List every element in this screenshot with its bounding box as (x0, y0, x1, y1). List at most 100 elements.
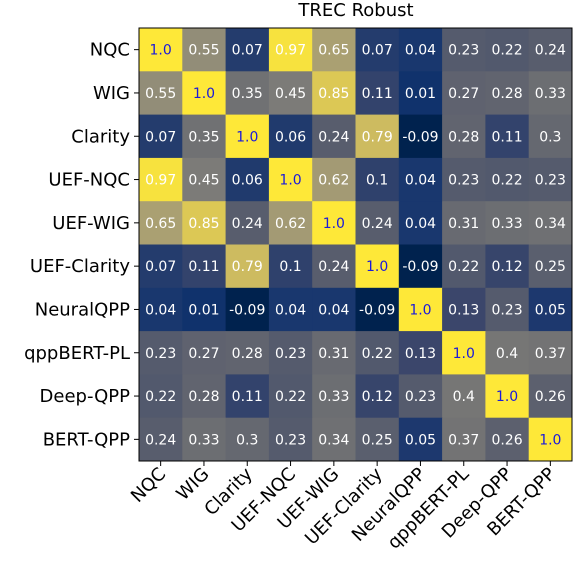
heatmap-cell (139, 331, 183, 375)
cell-value-label: 1.0 (409, 302, 431, 318)
heatmap-cell (442, 28, 486, 72)
cell-value-label: 0.23 (275, 346, 306, 362)
cell-value-label: 0.34 (318, 432, 349, 448)
heatmap-cell (182, 28, 227, 72)
heatmap-cell (442, 287, 486, 332)
cell-value-label: 0.23 (535, 173, 566, 189)
heatmap-cell (485, 201, 530, 245)
cell-value-label: 0.04 (318, 302, 349, 318)
heatmap-cell (355, 417, 400, 462)
heatmap-cell (268, 374, 313, 419)
cell-value-label: 0.55 (145, 86, 176, 102)
cell-value-label: 0.28 (448, 129, 479, 145)
cell-value-label: 0.33 (535, 86, 566, 102)
heatmap-cell (355, 114, 400, 159)
heatmap-cell-labels: 1.0 0.55 0.07 0.97 0.65 0.07 0.04 0.23 0.22 0.24 0… (145, 43, 566, 449)
heatmap-cell (182, 374, 227, 419)
heatmap-cell (225, 331, 270, 375)
heatmap-cell (528, 28, 573, 72)
cell-value-label: 0.62 (275, 216, 306, 232)
heatmap-cell (485, 287, 530, 332)
y-tick-label: UEF-WIG (52, 213, 130, 234)
cell-value-label: 0.79 (362, 129, 393, 145)
cell-value-label: 0.24 (318, 259, 349, 275)
cell-value-label: 0.13 (405, 346, 436, 362)
heatmap-cell (225, 417, 270, 462)
cell-value-label: 0.28 (232, 346, 263, 362)
cell-value-label: 0.37 (535, 346, 566, 362)
cell-value-label: 0.1 (366, 173, 388, 189)
heatmap-cell (442, 201, 486, 245)
chart-title: TREC Robust (297, 0, 413, 21)
cell-value-label: 0.23 (448, 173, 479, 189)
cell-value-label: 0.3 (539, 129, 561, 145)
heatmap-cell (442, 244, 486, 289)
cell-value-label: 0.4 (453, 389, 475, 405)
heatmap-cell (139, 417, 183, 462)
heatmap-cell (312, 287, 356, 332)
cell-value-label: 1.0 (193, 86, 215, 102)
cell-value-label: 0.26 (491, 432, 522, 448)
cell-value-label: 0.24 (362, 216, 393, 232)
heatmap-cell (528, 71, 573, 116)
cell-value-label: 0.65 (318, 43, 349, 59)
cell-value-label: 0.97 (145, 173, 176, 189)
heatmap-cell (182, 331, 227, 375)
heatmap-cell (312, 331, 356, 375)
heatmap-cell (268, 71, 313, 116)
heatmap-cell (268, 114, 313, 159)
y-tick-label: UEF-NQC (48, 170, 130, 191)
cell-value-label: 0.85 (318, 86, 349, 102)
y-tick-label: UEF-Clarity (30, 256, 130, 277)
cell-value-label: -0.09 (402, 129, 438, 145)
cell-value-label: 0.01 (405, 86, 436, 102)
heatmap-cell (398, 71, 443, 116)
heatmap-cell (485, 28, 530, 72)
cell-value-label: 0.22 (275, 389, 306, 405)
heatmap-cell (312, 201, 356, 245)
heatmap-cell (182, 244, 227, 289)
heatmap-cell (528, 201, 573, 245)
cell-value-label: 0.27 (188, 346, 219, 362)
cell-value-label: 0.04 (405, 216, 436, 232)
cell-value-label: 0.79 (232, 259, 263, 275)
heatmap-cell (312, 417, 356, 462)
heatmap-cell (312, 28, 356, 72)
cell-value-label: 0.35 (232, 86, 263, 102)
cell-value-label: 0.33 (318, 389, 349, 405)
cell-value-label: 0.06 (275, 129, 306, 145)
heatmap-cell (398, 244, 443, 289)
cell-value-label: 0.31 (318, 346, 349, 362)
heatmap-cell (225, 201, 270, 245)
cell-value-label: 0.11 (491, 129, 522, 145)
cell-value-label: 0.37 (448, 432, 479, 448)
heatmap-cell (485, 374, 530, 419)
cell-value-label: 0.28 (491, 86, 522, 102)
cell-value-label: 0.24 (535, 43, 566, 59)
cell-value-label: 0.45 (188, 173, 219, 189)
cell-value-label: 0.13 (448, 302, 479, 318)
heatmap-cell (225, 157, 270, 202)
cell-value-label: 1.0 (366, 259, 388, 275)
heatmap-cell (182, 71, 227, 116)
heatmap-cell (398, 287, 443, 332)
cell-value-label: 0.04 (405, 173, 436, 189)
cell-value-label: 0.25 (362, 432, 393, 448)
heatmap-cell (355, 71, 400, 116)
heatmap-cell (528, 417, 573, 462)
cell-value-label: 0.33 (491, 216, 522, 232)
heatmap-cell (398, 374, 443, 419)
cell-value-label: 0.01 (188, 302, 219, 318)
heatmap-cell (442, 374, 486, 419)
heatmap-cell (225, 28, 270, 72)
heatmap-cell (225, 374, 270, 419)
heatmap-cell (398, 114, 443, 159)
cell-value-label: 0.24 (318, 129, 349, 145)
cell-value-label: 0.23 (491, 302, 522, 318)
cell-value-label: 0.34 (535, 216, 566, 232)
heatmap-cell (485, 417, 530, 462)
heatmap-cell (485, 157, 530, 202)
heatmap-cell (355, 287, 400, 332)
heatmap-cell (312, 157, 356, 202)
cell-value-label: 0.3 (236, 432, 258, 448)
